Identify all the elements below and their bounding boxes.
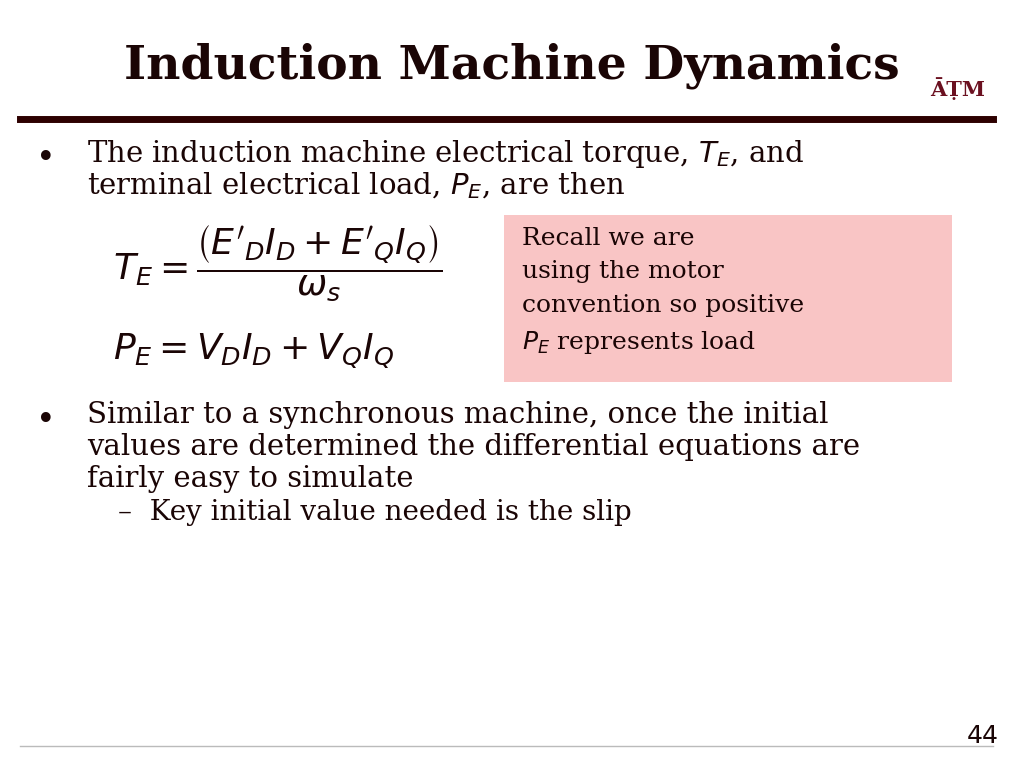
Text: ĀṬM: ĀṬM <box>930 78 985 101</box>
Text: 44: 44 <box>967 723 998 748</box>
Bar <box>504 215 952 382</box>
Text: Similar to a synchronous machine, once the initial: Similar to a synchronous machine, once t… <box>87 401 828 429</box>
Text: •: • <box>36 404 56 436</box>
Text: terminal electrical load, $P_E$, are then: terminal electrical load, $P_E$, are the… <box>87 170 626 201</box>
Text: The induction machine electrical torque, $T_E$, and: The induction machine electrical torque,… <box>87 137 804 170</box>
Text: fairly easy to simulate: fairly easy to simulate <box>87 465 414 493</box>
Text: Recall we are
using the motor
convention so positive
$P_E$ represents load: Recall we are using the motor convention… <box>522 227 805 356</box>
Text: values are determined the differential equations are: values are determined the differential e… <box>87 433 860 461</box>
Text: –  Key initial value needed is the slip: – Key initial value needed is the slip <box>118 498 632 526</box>
Text: $T_E = \dfrac{\left(E'_D I_D + E'_Q I_Q\right)}{\omega_s}$: $T_E = \dfrac{\left(E'_D I_D + E'_Q I_Q\… <box>113 223 442 303</box>
Text: Induction Machine Dynamics: Induction Machine Dynamics <box>124 42 900 88</box>
Text: •: • <box>36 143 56 175</box>
Text: $P_E = V_D I_D + V_Q I_Q$: $P_E = V_D I_D + V_Q I_Q$ <box>113 332 393 370</box>
